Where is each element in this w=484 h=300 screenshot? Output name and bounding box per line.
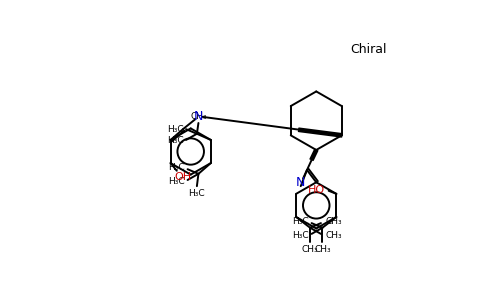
Text: CH₃: CH₃ xyxy=(314,245,331,254)
Text: H₃C: H₃C xyxy=(189,189,205,198)
Text: H₃C: H₃C xyxy=(292,231,309,240)
Text: N: N xyxy=(194,110,203,123)
Text: H₃C: H₃C xyxy=(167,136,183,145)
Text: H₃C: H₃C xyxy=(168,177,185,186)
Text: CH₃: CH₃ xyxy=(302,245,318,254)
Text: CH₃: CH₃ xyxy=(325,217,342,226)
Text: CH₃: CH₃ xyxy=(190,112,207,122)
Text: N: N xyxy=(296,176,305,189)
Text: CH₃: CH₃ xyxy=(325,231,342,240)
Text: OH: OH xyxy=(174,172,192,182)
Text: Chiral: Chiral xyxy=(351,44,387,56)
Text: H₃C: H₃C xyxy=(168,163,185,172)
Text: HO: HO xyxy=(308,185,325,195)
Text: H₃C: H₃C xyxy=(167,125,183,134)
Text: H₃C: H₃C xyxy=(292,217,309,226)
